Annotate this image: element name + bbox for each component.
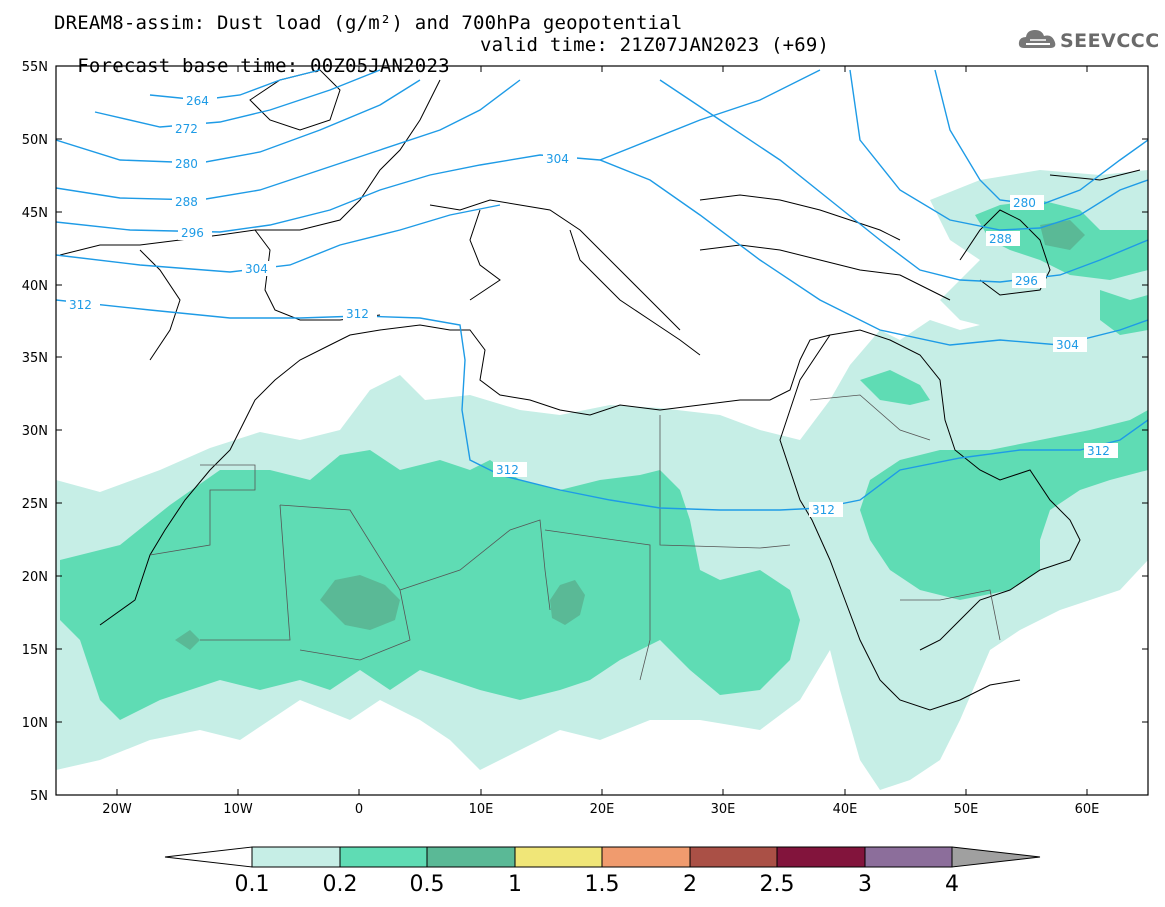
colorbar-label: 2.5	[760, 872, 795, 897]
dust-region-dense-caspian	[1040, 220, 1085, 250]
contour-label: 288	[989, 232, 1012, 246]
contour-label: 312	[496, 463, 519, 477]
lon-label: 50E	[954, 802, 979, 817]
contour-label: 272	[175, 122, 198, 136]
contour-label: 304	[546, 152, 569, 166]
dust-field	[56, 170, 1148, 790]
lon-label: 60E	[1075, 802, 1100, 817]
lon-labels: 20W 10W 0 10E 20E 30E 40E 50E 60E	[102, 802, 1099, 817]
colorbar-swatch	[864, 846, 953, 868]
colorbar-label: 1	[508, 872, 522, 897]
lat-label: 50N	[22, 133, 48, 148]
colorbar-label: 4	[945, 872, 959, 897]
lat-label: 20N	[22, 570, 48, 585]
contour-labels: 264 272 280 288 296 304 312 312 304 312 …	[66, 93, 1118, 517]
contour-label: 312	[346, 307, 369, 321]
contour-label: 304	[245, 262, 268, 276]
colorbar-label: 3	[858, 872, 872, 897]
colorbar-swatch	[251, 846, 341, 868]
lon-label: 30E	[711, 802, 736, 817]
colorbar-under	[164, 846, 253, 868]
contour-label: 296	[181, 226, 204, 240]
cloud-icon	[1018, 30, 1056, 48]
colorbar-swatch	[514, 846, 603, 868]
colorbar-swatch	[601, 846, 691, 868]
contour-label: 296	[1015, 274, 1038, 288]
lat-label: 5N	[30, 789, 48, 804]
contour-label: 264	[186, 94, 209, 108]
colorbar-labels: 0.1 0.2 0.5 1 1.5 2 2.5 3 4	[235, 872, 960, 897]
colorbar-swatch	[426, 846, 516, 868]
dust-region-medium-mesopotamia	[860, 370, 930, 405]
dust-region-dense-chad	[550, 580, 585, 625]
lat-label: 30N	[22, 424, 48, 439]
contour-label: 312	[812, 503, 835, 517]
lon-label: 10E	[469, 802, 494, 817]
logo-text: SEEVCCC	[1060, 30, 1160, 52]
lon-label: 20E	[590, 802, 615, 817]
lon-label: 40E	[833, 802, 858, 817]
dust-region-medium	[60, 450, 800, 720]
colorbar-label: 2	[683, 872, 697, 897]
colorbar-label: 0.2	[323, 872, 358, 897]
colorbar-label: 1.5	[585, 872, 620, 897]
colorbar-label: 0.5	[410, 872, 445, 897]
colorbar-swatch	[776, 846, 866, 868]
valid-time-label: valid time: 21Z07JAN2023 (+69)	[480, 34, 830, 56]
map-title: DREAM8-assim: Dust load (g/m²) and 700hP…	[54, 12, 683, 34]
colorbar-swatch	[339, 846, 428, 868]
lat-label: 35N	[22, 351, 48, 366]
colorbar-over	[951, 846, 1041, 868]
contour-label: 280	[1013, 196, 1036, 210]
lat-labels: 55N 50N 45N 40N 35N 30N 25N 20N 15N 10N …	[22, 60, 48, 804]
lon-ticks	[116, 66, 1088, 795]
contour-label: 312	[69, 298, 92, 312]
colorbar-label: 0.1	[235, 872, 270, 897]
lat-label: 10N	[22, 716, 48, 731]
seevccc-logo: SEEVCCC	[1018, 24, 1160, 58]
lon-label: 0	[355, 802, 363, 817]
coastlines	[59, 69, 1141, 711]
contour-label: 312	[1087, 444, 1110, 458]
dust-region-dense	[320, 575, 400, 630]
lat-label: 15N	[22, 643, 48, 658]
lat-label: 55N	[22, 60, 48, 75]
colorbar	[164, 846, 1041, 868]
lat-label: 45N	[22, 206, 48, 221]
contour-label: 288	[175, 195, 198, 209]
colorbar-swatch	[689, 846, 778, 868]
dust-region-medium-arabia	[860, 410, 1148, 600]
borders	[149, 394, 1001, 681]
dust-region-dense-west	[175, 630, 200, 650]
lat-label: 40N	[22, 279, 48, 294]
contour-label: 304	[1056, 338, 1079, 352]
lat-ticks	[56, 65, 1148, 723]
lon-label: 10W	[223, 802, 253, 817]
lon-label: 20W	[102, 802, 132, 817]
contour-label: 280	[175, 157, 198, 171]
lat-label: 25N	[22, 497, 48, 512]
